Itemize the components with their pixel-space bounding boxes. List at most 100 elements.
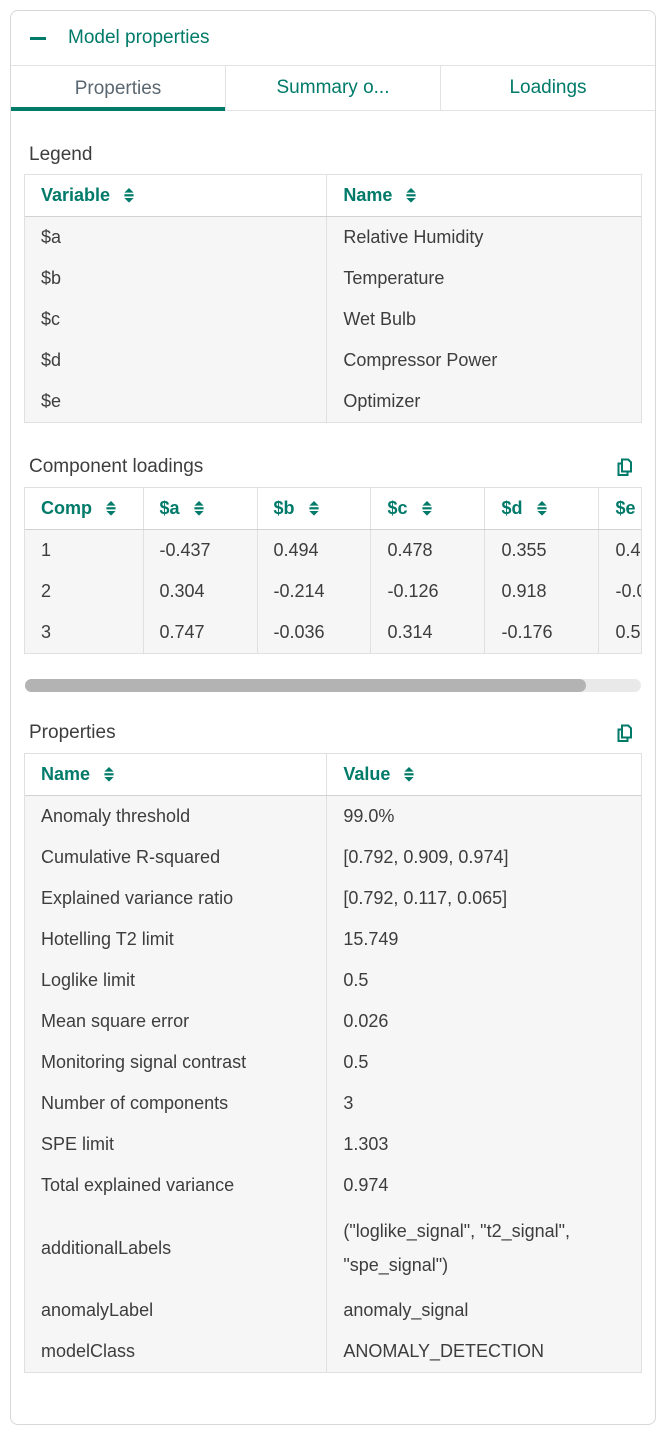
sort-icon (421, 501, 432, 516)
properties-section-head: Properties (29, 721, 637, 745)
table-row: 1 -0.437 0.494 0.478 0.355 0.459 (25, 529, 641, 571)
property-name-cell: Loglike limit (25, 960, 328, 1001)
panel-header: Model properties (11, 11, 655, 66)
column-header-name[interactable]: Name (25, 754, 328, 796)
column-header-name[interactable]: Name (326, 175, 641, 217)
scrollbar-thumb[interactable] (25, 679, 586, 692)
name-cell: Compressor Power (326, 340, 641, 381)
column-header-e[interactable]: $e (598, 488, 641, 530)
property-name-cell: Total explained variance (25, 1165, 328, 1206)
table-header-row: Comp $a $b $c (25, 488, 641, 530)
column-header-b[interactable]: $b (257, 488, 372, 530)
property-value-cell: 0.974 (326, 1165, 641, 1206)
collapse-button[interactable] (30, 29, 48, 47)
name-cell: Optimizer (326, 381, 641, 422)
table-row: $d Compressor Power (25, 340, 641, 381)
copy-icon (617, 724, 632, 742)
loading-cell: 0.494 (257, 529, 372, 571)
legend-title: Legend (29, 144, 93, 165)
table-row: $e Optimizer (25, 381, 641, 422)
table-header-row: Name Value (25, 754, 641, 796)
property-value-cell: 3 (326, 1083, 641, 1124)
loading-cell: 0.558 (598, 612, 641, 653)
property-value-cell: ANOMALY_DETECTION (326, 1331, 641, 1372)
loading-cell: 0.459 (598, 529, 641, 571)
loading-cell: 0.918 (484, 571, 600, 612)
loading-cell: -0.437 (143, 529, 258, 571)
table-row: Hotelling T2 limit 15.749 (25, 919, 641, 960)
table-row: Anomaly threshold 99.0% (25, 795, 641, 837)
sort-icon (104, 767, 114, 782)
property-value-cell: 0.5 (326, 960, 641, 1001)
property-value-cell: anomaly_signal (326, 1290, 641, 1331)
column-header-a[interactable]: $a (143, 488, 258, 530)
property-value-cell: ("loglike_signal", "t2_signal", "spe_sig… (326, 1206, 641, 1290)
table-row: Loglike limit 0.5 (25, 960, 641, 1001)
comp-cell: 2 (25, 571, 144, 612)
property-value-cell: 99.0% (326, 795, 641, 837)
loading-cell: -0.036 (257, 612, 372, 653)
comp-cell: 1 (25, 529, 144, 571)
table-row: 3 0.747 -0.036 0.314 -0.176 0.558 (25, 612, 641, 653)
column-header-d[interactable]: $d (484, 488, 600, 530)
property-name-cell: Anomaly threshold (25, 795, 328, 837)
table-row: Total explained variance 0.974 (25, 1165, 641, 1206)
column-header-comp[interactable]: Comp (25, 488, 144, 530)
copy-button[interactable] (613, 455, 637, 479)
property-name-cell: Monitoring signal contrast (25, 1042, 328, 1083)
properties-table: Name Value Anomaly threshold 99.0% (24, 753, 642, 1373)
table-row: SPE limit 1.303 (25, 1124, 641, 1165)
column-header-value[interactable]: Value (326, 754, 641, 796)
table-row: Explained variance ratio [0.792, 0.117, … (25, 878, 641, 919)
minus-icon (30, 36, 46, 40)
tab-summary[interactable]: Summary o... (225, 66, 440, 111)
property-name-cell: Cumulative R-squared (25, 837, 328, 878)
sort-icon (406, 188, 416, 203)
horizontal-scrollbar[interactable] (25, 679, 641, 692)
copy-icon (617, 458, 632, 476)
variable-cell: $c (25, 299, 328, 340)
table-row: $a Relative Humidity (25, 216, 641, 258)
table-row: $c Wet Bulb (25, 299, 641, 340)
tab-bar: Properties Summary o... Loadings (11, 66, 655, 111)
loading-cell: -0.05 (598, 571, 641, 612)
sort-icon (193, 501, 204, 516)
loadings-section-head: Component loadings (29, 455, 637, 479)
copy-button[interactable] (613, 721, 637, 745)
table-row: Cumulative R-squared [0.792, 0.909, 0.97… (25, 837, 641, 878)
tab-content: Legend Variable Name (11, 144, 655, 1373)
loading-cell: 0.747 (143, 612, 258, 653)
loadings-title: Component loadings (29, 456, 204, 477)
property-value-cell: 0.026 (326, 1001, 641, 1042)
property-value-cell: 1.303 (326, 1124, 641, 1165)
table-header-row: Variable Name (25, 175, 641, 217)
table-row: additionalLabels ("loglike_signal", "t2_… (25, 1206, 641, 1290)
model-properties-panel: Model properties Properties Summary o...… (10, 10, 656, 1425)
property-name-cell: anomalyLabel (25, 1290, 328, 1331)
variable-cell: $b (25, 258, 328, 299)
property-name-cell: Mean square error (25, 1001, 328, 1042)
column-header-variable[interactable]: Variable (25, 175, 328, 217)
property-name-cell: Hotelling T2 limit (25, 919, 328, 960)
loading-cell: 0.304 (143, 571, 258, 612)
name-cell: Temperature (326, 258, 641, 299)
property-name-cell: modelClass (25, 1331, 328, 1372)
comp-cell: 3 (25, 612, 144, 653)
tab-properties[interactable]: Properties (11, 66, 225, 111)
property-name-cell: SPE limit (25, 1124, 328, 1165)
legend-section-head: Legend (29, 144, 637, 166)
tab-loadings[interactable]: Loadings (440, 66, 655, 111)
column-header-c[interactable]: $c (370, 488, 486, 530)
loading-cell: -0.176 (484, 612, 600, 653)
legend-table: Variable Name $a Relative Humidity (24, 174, 642, 423)
sort-icon (106, 501, 116, 516)
variable-cell: $d (25, 340, 328, 381)
panel-title: Model properties (68, 27, 210, 48)
property-name-cell: Number of components (25, 1083, 328, 1124)
table-row: Monitoring signal contrast 0.5 (25, 1042, 641, 1083)
loadings-table: Comp $a $b $c (24, 487, 642, 654)
table-row: $b Temperature (25, 258, 641, 299)
property-value-cell: [0.792, 0.117, 0.065] (326, 878, 641, 919)
table-row: 2 0.304 -0.214 -0.126 0.918 -0.05 (25, 571, 641, 612)
sort-icon (404, 767, 414, 782)
